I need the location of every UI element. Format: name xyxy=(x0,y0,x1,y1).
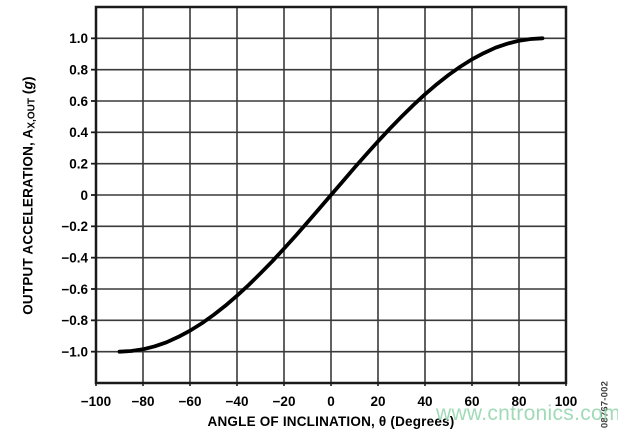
y-tick-label: 0.8 xyxy=(69,62,88,77)
x-tick-label: −80 xyxy=(132,394,155,409)
x-tick-label: −40 xyxy=(226,394,249,409)
y-tick-label: −0.6 xyxy=(61,282,88,297)
x-tick-label: 20 xyxy=(370,394,385,409)
y-tick-label: 1.0 xyxy=(69,31,88,46)
x-tick-label: 80 xyxy=(511,394,526,409)
y-axis-unit-close: ) xyxy=(20,76,36,81)
x-axis-title: ANGLE OF INCLINATION, θ (Degrees) xyxy=(207,414,455,429)
x-tick-label: 100 xyxy=(555,394,578,409)
plot-border xyxy=(94,5,568,385)
y-axis-unit-open: ( xyxy=(20,89,36,99)
y-axis-title: OUTPUT ACCELERATION, AX,OUT (g) xyxy=(21,0,40,396)
y-tick-label: 0 xyxy=(80,188,88,203)
y-axis-title-subscript: X,OUT xyxy=(26,98,38,129)
y-tick-label: 0.2 xyxy=(69,156,88,171)
x-tick-label: 60 xyxy=(464,394,479,409)
x-tick-label: −20 xyxy=(273,394,296,409)
y-tick-label: −0.2 xyxy=(61,219,88,234)
watermark: www.cntronics.com xyxy=(436,402,618,425)
y-axis-unit-g: g xyxy=(20,80,36,90)
x-tick-label: −100 xyxy=(81,394,111,409)
x-tick-label: 0 xyxy=(327,394,335,409)
y-tick-label: −0.4 xyxy=(61,250,88,265)
y-axis-title-main: OUTPUT ACCELERATION, A xyxy=(20,128,36,315)
data-curve xyxy=(117,36,545,354)
x-tick-label: 40 xyxy=(417,394,432,409)
y-tick-label: 0.6 xyxy=(69,94,88,109)
x-tick-label: −60 xyxy=(179,394,202,409)
y-tick-label: −0.8 xyxy=(61,313,88,328)
y-tick-label: 0.4 xyxy=(69,125,88,140)
y-tick-label: −1.0 xyxy=(61,344,88,359)
